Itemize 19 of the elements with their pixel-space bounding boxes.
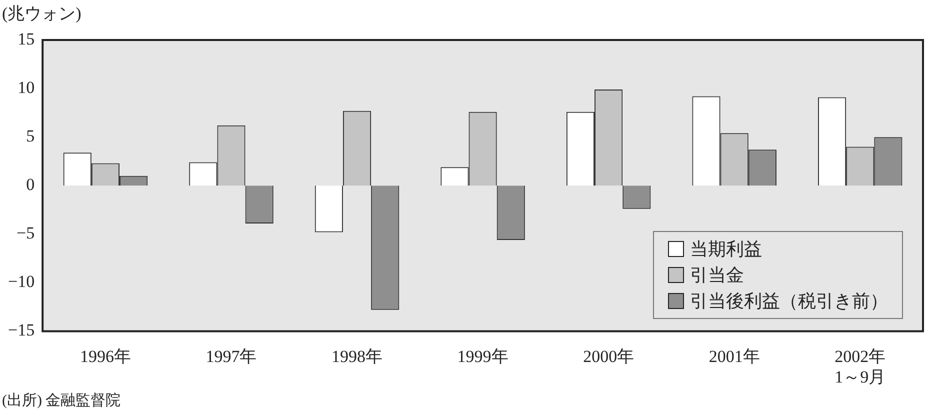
x-tick-label: 2000年	[583, 346, 634, 366]
y-tick-label: 0	[26, 175, 35, 194]
x-tick-label: 2002年 1～9月	[834, 346, 886, 386]
x-tick-label: 1997年	[206, 346, 257, 366]
text: (出所) 金融監督院	[2, 392, 121, 410]
y-tick-label: 10	[18, 78, 35, 97]
x-tick-label: 2001年	[708, 346, 760, 366]
y-tick-label: −5	[16, 224, 35, 243]
y-axis-title: (兆ウォン)	[2, 3, 82, 25]
legend-label: 引当後利益（税引き前）	[690, 290, 888, 314]
legend-label: 引当金	[690, 264, 744, 288]
y-tick-label: −15	[8, 320, 35, 340]
legend-label: 当期利益	[690, 238, 762, 262]
y-tick-label: −10	[8, 272, 35, 292]
x-tick-label: 1996年	[80, 346, 131, 366]
y-tick-label: 15	[18, 29, 35, 48]
x-tick-label: 1999年	[457, 346, 508, 366]
x-tick-label: 1998年	[332, 346, 383, 366]
y-tick-label: 5	[26, 126, 35, 146]
